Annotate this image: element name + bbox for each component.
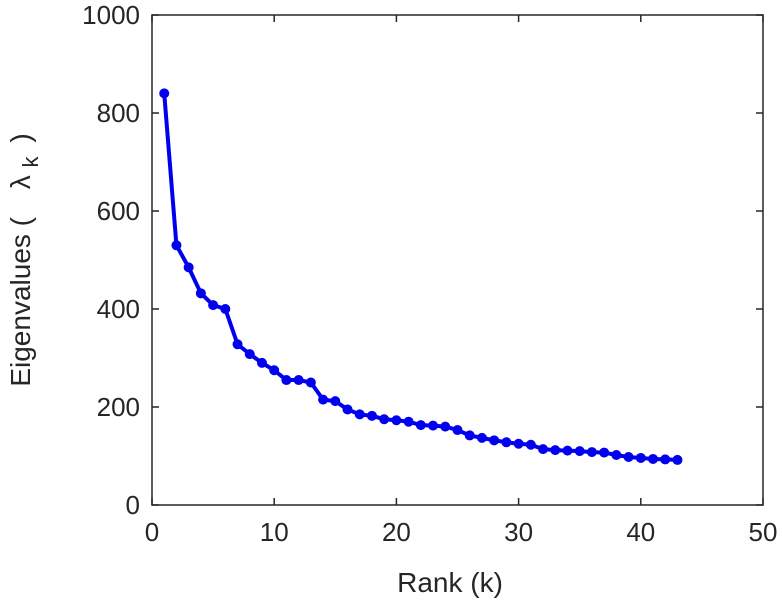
data-point bbox=[391, 415, 402, 426]
data-point bbox=[256, 357, 267, 368]
data-point bbox=[550, 445, 561, 456]
data-point bbox=[354, 409, 365, 420]
data-point bbox=[305, 377, 316, 388]
data-point bbox=[208, 300, 219, 311]
y-tick-label: 1000 bbox=[82, 0, 140, 30]
data-point bbox=[159, 88, 170, 99]
y-axis-label-text: Eigenvalues ( bbox=[5, 216, 36, 386]
data-point bbox=[342, 404, 353, 415]
x-tick-label: 10 bbox=[260, 517, 289, 547]
data-point bbox=[415, 420, 426, 431]
data-point bbox=[281, 375, 292, 386]
axis-tick-labels: 0 10 20 30 40 50 0 200 400 600 800 1000 bbox=[82, 0, 777, 547]
data-point bbox=[586, 447, 597, 458]
y-tick-label: 800 bbox=[97, 98, 140, 128]
data-point bbox=[611, 450, 622, 461]
x-axis-label: Rank (k) bbox=[397, 567, 503, 598]
data-point bbox=[428, 420, 439, 431]
data-point bbox=[269, 365, 280, 376]
data-point bbox=[538, 444, 549, 455]
y-tick-label: 600 bbox=[97, 196, 140, 226]
x-tick-label: 0 bbox=[145, 517, 159, 547]
plot-border bbox=[151, 14, 764, 506]
data-point bbox=[452, 425, 463, 436]
data-point bbox=[513, 438, 524, 449]
data-point bbox=[476, 432, 487, 443]
data-point bbox=[672, 454, 683, 465]
data-point bbox=[379, 414, 390, 425]
data-point bbox=[635, 452, 646, 463]
data-point bbox=[623, 451, 634, 462]
series-layer bbox=[159, 88, 683, 465]
data-point bbox=[489, 435, 500, 446]
data-point bbox=[220, 304, 231, 314]
y-axis-label-close: ) bbox=[5, 133, 36, 142]
axis-ticks bbox=[151, 14, 764, 506]
y-tick-label: 400 bbox=[97, 294, 140, 324]
x-tick-label: 30 bbox=[504, 517, 533, 547]
data-point bbox=[440, 421, 451, 432]
y-axis-label-symbol: λ bbox=[5, 175, 36, 189]
y-axis-label-subscript: k bbox=[18, 155, 43, 167]
data-point bbox=[171, 240, 182, 251]
data-point bbox=[501, 437, 512, 448]
data-point bbox=[195, 288, 206, 299]
x-tick-label: 40 bbox=[626, 517, 655, 547]
series-line bbox=[162, 91, 680, 462]
x-tick-label: 20 bbox=[382, 517, 411, 547]
data-point bbox=[464, 430, 475, 441]
data-point bbox=[599, 447, 610, 458]
data-point bbox=[293, 375, 304, 386]
data-point bbox=[183, 262, 194, 273]
x-tick-label: 50 bbox=[749, 517, 778, 547]
data-point bbox=[562, 445, 573, 456]
y-axis-label: Eigenvalues ( λ k ) bbox=[5, 133, 44, 386]
data-point bbox=[244, 349, 255, 360]
y-tick-label: 200 bbox=[97, 392, 140, 422]
data-point bbox=[525, 439, 536, 450]
data-point bbox=[574, 446, 585, 457]
y-tick-label: 0 bbox=[126, 490, 140, 520]
data-point bbox=[232, 339, 243, 350]
plot-frame bbox=[151, 14, 764, 506]
data-point bbox=[660, 454, 671, 465]
data-point bbox=[318, 394, 329, 405]
data-point bbox=[648, 453, 659, 464]
data-point bbox=[330, 396, 341, 407]
data-point bbox=[403, 416, 414, 427]
data-point bbox=[366, 410, 377, 421]
